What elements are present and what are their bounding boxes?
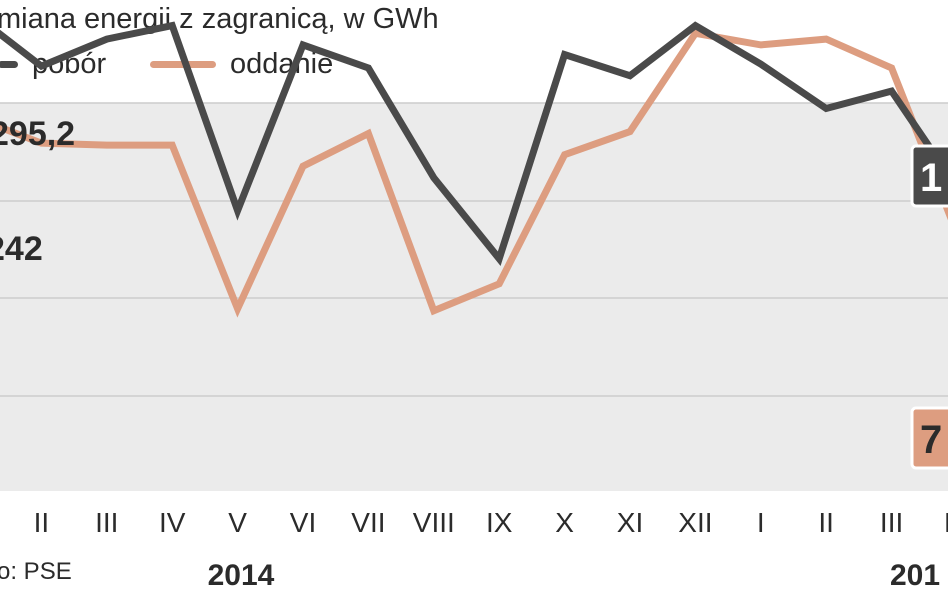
x-tick-label-7: VIII [413,507,455,538]
end-value-label-oddanie: 7 [920,418,942,462]
source-note: o: PSE [0,558,72,585]
x-tick-label-8: IX [486,507,513,538]
x-tick-label-2: III [95,507,118,538]
data-label-pobor-start: 295,2 [0,115,75,153]
x-tick-label-1: II [34,507,50,538]
legend-swatch-pobor [0,61,18,68]
x-tick-label-13: II [818,507,834,538]
x-tick-label-9: X [555,507,574,538]
year-label-next: 201 [890,559,940,592]
series-line-oddanie [0,29,948,318]
x-tick-label-10: XI [617,507,643,538]
x-tick-label-11: XII [678,507,712,538]
x-tick-label-15: IV [944,507,948,538]
x-tick-label-4: V [228,507,247,538]
year-label-2014: 2014 [208,559,275,592]
x-tick-label-6: VII [351,507,385,538]
x-tick-label-5: VI [290,507,316,538]
data-label-oddanie-start: 242 [0,230,43,268]
end-value-label-pobor: 1 [920,156,942,200]
series-line-pobor [0,21,948,266]
legend-label-oddanie: oddanie [230,48,334,80]
chart-title: miana energii z zagranicą, w GWh [0,3,439,35]
x-tick-label-3: IV [159,507,186,538]
end-value-box-oddanie [910,406,948,470]
end-value-box-pobor [910,144,948,208]
x-tick-label-14: III [880,507,903,538]
x-tick-label-12: I [757,507,765,538]
